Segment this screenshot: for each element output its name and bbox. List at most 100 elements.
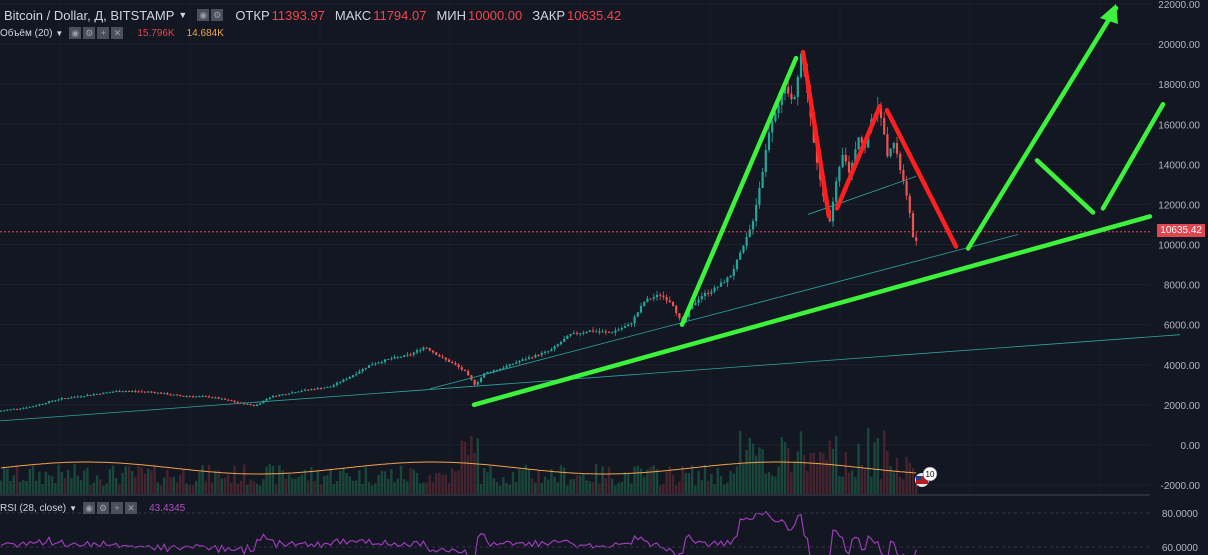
- close-icon[interactable]: ✕: [125, 502, 138, 514]
- volume-bar: [63, 478, 67, 494]
- close-icon[interactable]: ✕: [111, 27, 124, 39]
- volume-bar: [527, 469, 531, 494]
- candle-body: [652, 297, 655, 299]
- candle-body: [771, 121, 774, 133]
- candle-body: [326, 386, 329, 388]
- volume-bar: [457, 470, 460, 494]
- volume-bar: [675, 485, 678, 494]
- candle-body: [150, 391, 153, 393]
- eye-icon[interactable]: ◉: [83, 502, 96, 514]
- gear-icon[interactable]: ⚙: [83, 27, 96, 39]
- volume-bar: [745, 449, 748, 494]
- volume-bar: [499, 485, 502, 494]
- volume-bar: [425, 482, 428, 494]
- volume-bar: [12, 475, 15, 494]
- candle-body: [121, 391, 124, 393]
- volume-bar: [646, 469, 649, 494]
- candle-body: [588, 330, 591, 332]
- candle-body: [351, 375, 355, 378]
- plus-icon[interactable]: +: [97, 27, 110, 39]
- green-trend-line: [965, 5, 1119, 251]
- event-badge[interactable]: 10: [915, 466, 938, 487]
- volume-bar: [83, 470, 86, 494]
- eye-icon[interactable]: ◉: [69, 27, 82, 39]
- candle-body: [51, 400, 54, 402]
- volume-bar: [156, 482, 159, 494]
- volume-bar: [879, 478, 883, 494]
- volume-bar: [908, 462, 911, 494]
- volume-bar: [783, 441, 787, 494]
- candle-body: [9, 409, 12, 411]
- candle-body: [655, 294, 659, 298]
- chevron-down-icon[interactable]: ▼: [69, 503, 78, 513]
- candle-body: [479, 377, 483, 382]
- close-label: ЗАКР: [532, 7, 566, 23]
- plus-icon[interactable]: +: [111, 502, 124, 514]
- candle-body: [486, 371, 489, 374]
- candle-body: [607, 331, 611, 333]
- chevron-down-icon[interactable]: ▼: [178, 10, 188, 20]
- volume-bar: [719, 475, 723, 494]
- candle-body: [697, 299, 700, 303]
- volume-bar: [297, 476, 300, 494]
- volume-bar: [268, 464, 271, 494]
- volume-bar: [809, 453, 812, 494]
- candle-body: [6, 409, 9, 411]
- volume-bar: [252, 481, 255, 494]
- volume-bar: [550, 468, 553, 494]
- volume-bar: [428, 475, 431, 494]
- candle-body: [787, 86, 790, 94]
- candle-body: [915, 237, 918, 241]
- volume-bar: [895, 457, 899, 494]
- volume-bar: [316, 469, 319, 494]
- volume-bar: [198, 472, 201, 494]
- candle-body: [76, 396, 79, 398]
- candle-body: [460, 367, 463, 370]
- volume-bar: [355, 480, 358, 494]
- eye-icon[interactable]: ◉: [197, 9, 210, 21]
- volume-bar: [134, 476, 137, 494]
- volume-bar: [374, 483, 377, 494]
- candle-body: [268, 397, 271, 399]
- volume-bar: [604, 478, 607, 494]
- candle-body: [495, 369, 499, 371]
- volume-bar: [51, 476, 54, 494]
- volume-bar: [617, 482, 620, 494]
- volume-bar: [371, 485, 374, 494]
- volume-bar: [313, 481, 316, 494]
- volume-bar: [70, 478, 73, 494]
- volume-bar: [281, 470, 284, 494]
- candle-body: [540, 352, 543, 356]
- volume-bar: [633, 466, 636, 494]
- red-trend-line: [884, 107, 959, 249]
- volume-bar: [803, 454, 806, 494]
- candle-body: [19, 408, 22, 410]
- volume-bar: [716, 468, 719, 494]
- candle-body: [467, 371, 470, 376]
- candle-body: [572, 332, 575, 334]
- candle-body: [67, 398, 70, 400]
- volume-bar: [758, 447, 761, 494]
- symbol-title[interactable]: Bitcoin / Dollar, Д, BITSTAMP: [4, 7, 175, 23]
- gear-icon[interactable]: ⚙: [97, 502, 110, 514]
- volume-bar: [137, 465, 140, 494]
- gear-icon[interactable]: ⚙: [211, 9, 224, 21]
- rsi-indicator-name[interactable]: RSI (28, close): [0, 502, 67, 514]
- candle-body: [134, 391, 137, 393]
- volume-bar: [601, 466, 604, 494]
- volume-bar: [246, 484, 249, 494]
- price-tick-label: 0.00: [1181, 441, 1201, 452]
- candle-body: [899, 153, 902, 171]
- volume-bar: [207, 464, 211, 494]
- price-tick-label: 12000.00: [1158, 200, 1200, 211]
- candle-body: [799, 53, 803, 78]
- chevron-down-icon[interactable]: ▼: [55, 28, 64, 38]
- volume-bar: [169, 477, 172, 494]
- volume-bar: [351, 480, 355, 494]
- volume-bar: [108, 469, 111, 494]
- candle-body: [438, 354, 441, 357]
- candle-body: [579, 333, 582, 335]
- candle-body: [751, 221, 755, 230]
- volume-indicator-name[interactable]: Объём (20): [0, 27, 53, 39]
